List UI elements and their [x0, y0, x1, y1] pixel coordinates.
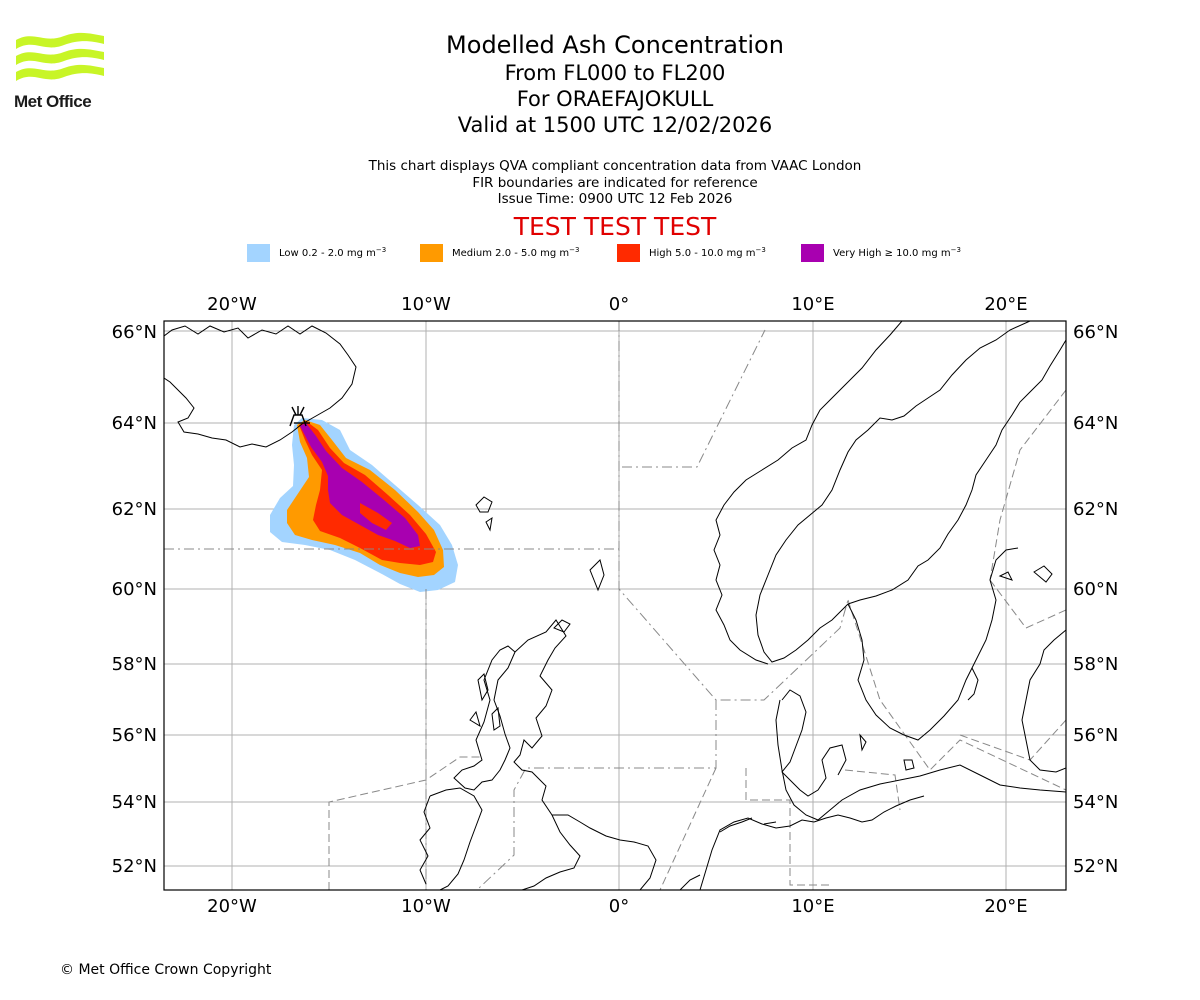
lon-label-top: 10°E	[791, 294, 834, 315]
coastlines	[164, 321, 1066, 890]
chart-title: Modelled Ash Concentration	[446, 31, 784, 59]
lat-label-right: 62°N	[1073, 499, 1118, 520]
coast-denmark	[781, 689, 847, 797]
lat-label-left: 54°N	[112, 792, 157, 813]
coast-norway	[755, 321, 1031, 663]
lat-label-left: 56°N	[112, 725, 157, 746]
legend-unit-exponent: −3	[950, 246, 961, 254]
volcano-icon	[289, 406, 310, 427]
lat-label-left: 52°N	[112, 856, 157, 877]
legend-swatch-low	[247, 244, 270, 262]
issue-time: Issue Time: 0900 UTC 12 Feb 2026	[497, 191, 733, 207]
legend-label-high: High 5.0 - 10.0 mg m	[649, 248, 756, 259]
legend-unit-exponent: −3	[755, 246, 766, 254]
lon-label-top: 20°W	[207, 294, 257, 315]
legend-swatch-medium	[420, 244, 443, 262]
coast-sea-islands	[998, 565, 1053, 583]
valid-time: Valid at 1500 UTC 12/02/2026	[457, 113, 773, 137]
coast-ireland	[419, 787, 483, 890]
test-banner: TEST TEST TEST	[513, 212, 717, 241]
chart-subtitle-block: This chart displays QVA compliant concen…	[315, 158, 915, 208]
lat-label-left: 62°N	[112, 499, 157, 520]
map-frame	[163, 320, 1067, 891]
lat-label-left: 66°N	[112, 322, 157, 343]
chart-title-block: Modelled Ash Concentration From FL000 to…	[315, 30, 915, 138]
lat-label-right: 54°N	[1073, 792, 1118, 813]
volcano-name: For ORAEFAJOKULL	[516, 87, 714, 111]
met-office-logo-waves	[16, 32, 104, 81]
map-content	[164, 321, 1066, 890]
coast-england-east	[552, 814, 657, 890]
ash-very-high	[300, 423, 420, 548]
lat-label-right: 52°N	[1073, 856, 1118, 877]
lat-label-right: 58°N	[1073, 654, 1118, 675]
legend-unit-exponent: −3	[569, 246, 580, 254]
coast-finland	[1021, 629, 1066, 773]
lon-label-bottom: 10°W	[401, 896, 451, 917]
lat-label-right: 60°N	[1073, 579, 1118, 600]
coast-scotland	[513, 619, 581, 890]
legend-label-medium: Medium 2.0 - 5.0 mg m	[452, 248, 570, 259]
lat-label-left: 58°N	[112, 654, 157, 675]
fir-boundaries	[164, 321, 1066, 890]
lon-label-bottom: 10°E	[791, 896, 834, 917]
lon-label-top: 20°E	[984, 294, 1027, 315]
coast-scotland-west	[453, 645, 516, 791]
legend-swatch-high	[617, 244, 640, 262]
flight-level-range: From FL000 to FL200	[504, 61, 726, 85]
lon-label-top: 10°W	[401, 294, 451, 315]
lat-label-left: 64°N	[112, 413, 157, 434]
met-office-logo-text: Met Office	[14, 92, 92, 111]
lon-label-bottom: 20°W	[207, 896, 257, 917]
fir-note: FIR boundaries are indicated for referen…	[472, 174, 758, 191]
legend-unit-exponent: −3	[375, 246, 387, 254]
graticule	[164, 321, 1066, 890]
lat-label-right: 66°N	[1073, 322, 1118, 343]
qva-note: This chart displays QVA compliant concen…	[368, 158, 862, 174]
lat-label-left: 60°N	[112, 579, 157, 600]
coast-baltic-islands	[859, 733, 915, 771]
coast-norway-west	[713, 321, 903, 665]
coast-iceland	[164, 325, 357, 448]
coast-sweden-south	[847, 547, 1019, 741]
coast-jutland	[775, 699, 1066, 821]
coast-sweden	[847, 339, 1066, 605]
lat-label-right: 64°N	[1073, 413, 1118, 434]
coast-belgium-france	[679, 874, 701, 890]
coast-germany	[813, 795, 925, 823]
coast-faroes	[475, 496, 493, 532]
coast-orkney	[553, 619, 571, 633]
coast-hebrides	[469, 673, 501, 731]
coast-shetland	[589, 559, 605, 592]
ash-high-core	[360, 503, 392, 530]
copyright: © Met Office Crown Copyright	[60, 962, 272, 978]
legend-swatch-very-high	[801, 244, 824, 262]
lon-label-top: 0°	[609, 294, 629, 315]
legend-label-very-high: Very High ≥ 10.0 mg m	[833, 248, 951, 259]
coast-netherlands	[699, 817, 815, 890]
lon-label-bottom: 20°E	[984, 896, 1027, 917]
lat-label-right: 56°N	[1073, 725, 1118, 746]
lon-label-bottom: 0°	[609, 896, 629, 917]
legend-label-low: Low 0.2 - 2.0 mg m	[279, 248, 376, 259]
coast-frisian	[719, 817, 777, 833]
ash-plume	[270, 418, 458, 592]
coast-sweden-inlets	[967, 667, 979, 701]
